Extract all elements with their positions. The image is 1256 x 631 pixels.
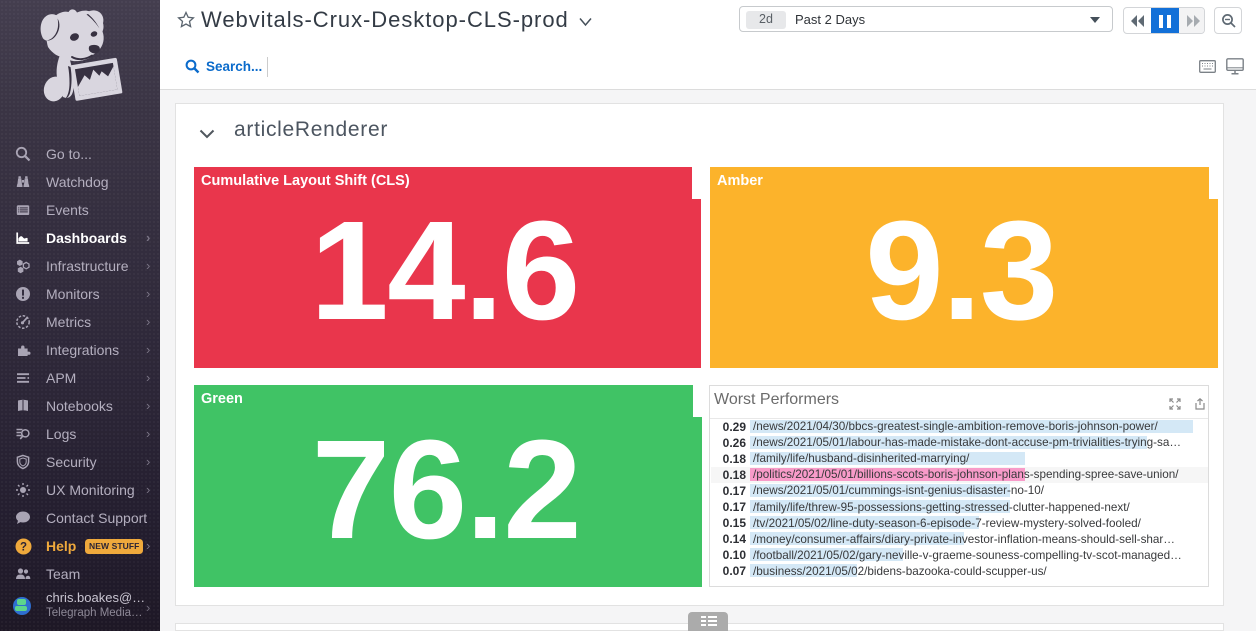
svg-text:?: ? bbox=[20, 542, 27, 554]
